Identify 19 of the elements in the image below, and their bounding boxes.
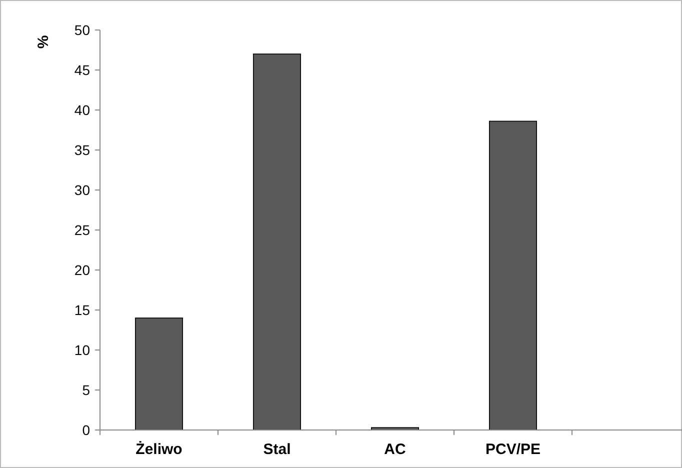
y-tick-label: 25 [74, 222, 90, 238]
y-tick-label: 5 [82, 382, 90, 398]
bar [489, 120, 537, 430]
x-tick-label: AC [384, 441, 406, 458]
y-tick-label: 40 [74, 102, 90, 118]
y-tick-label: 10 [74, 342, 90, 358]
y-tick-label: 15 [74, 302, 90, 318]
y-tick-label: 0 [82, 422, 90, 438]
y-tick-label: 20 [74, 262, 90, 278]
bar [253, 54, 301, 430]
y-tick-label: 45 [74, 62, 90, 78]
y-tick-label: 35 [74, 142, 90, 158]
y-axis-title: % [35, 35, 52, 49]
x-tick-label: PCV/PE [485, 441, 541, 458]
bar [135, 318, 183, 430]
x-tick-label: Żeliwo [136, 441, 182, 458]
x-tick-label: Stal [263, 441, 291, 458]
y-tick-label: 50 [74, 22, 90, 38]
y-tick-label: 30 [74, 182, 90, 198]
